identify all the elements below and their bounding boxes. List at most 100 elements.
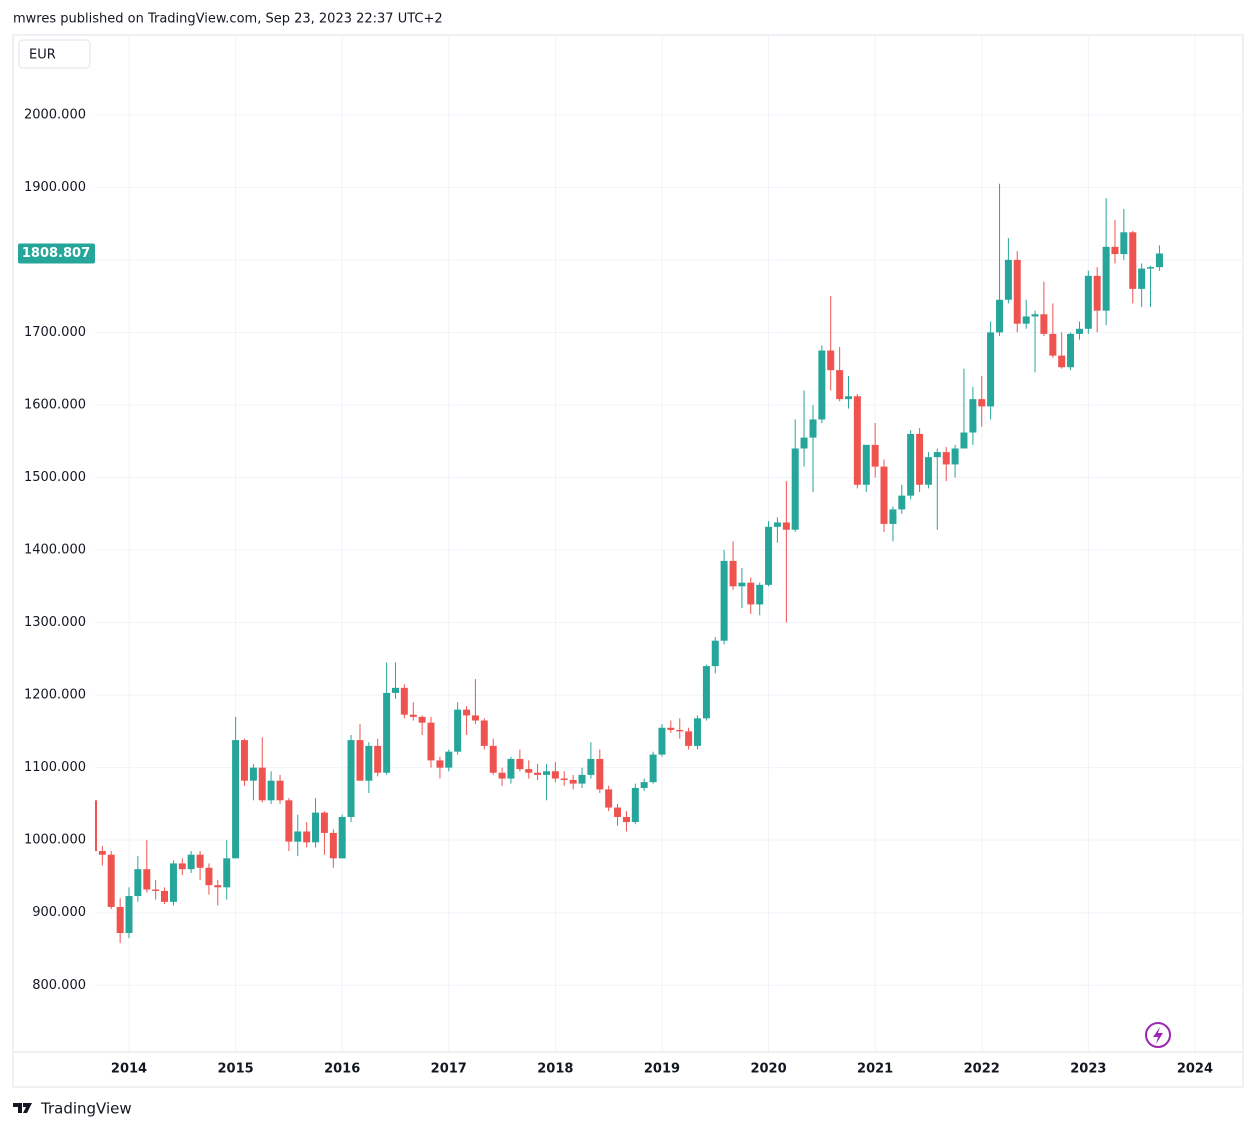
x-tick-label: 2023 — [1070, 1062, 1106, 1077]
candle-body — [853, 396, 861, 485]
candle-body — [409, 714, 417, 717]
candle-body — [1067, 333, 1075, 368]
candle-body — [747, 582, 755, 605]
candle-body — [578, 774, 586, 784]
candle-body — [95, 800, 98, 852]
candle-body — [285, 800, 293, 842]
candle-body — [569, 779, 577, 784]
candle-body — [1129, 232, 1137, 289]
x-tick-label: 2021 — [857, 1062, 893, 1077]
candle-body — [391, 687, 399, 693]
candle-body — [320, 812, 328, 833]
candle-body — [631, 787, 639, 823]
candle-body — [294, 831, 302, 842]
candle-body — [338, 816, 346, 859]
candle-body — [534, 772, 542, 775]
candle-body — [836, 370, 844, 400]
candle-body — [1022, 316, 1030, 324]
candle-body — [551, 771, 559, 779]
candle-body — [454, 709, 462, 752]
candle-body — [240, 740, 248, 781]
candle-body — [685, 731, 693, 746]
x-tick-label: 2020 — [750, 1062, 786, 1077]
candle-body — [702, 666, 710, 719]
candle-body — [516, 758, 524, 770]
candle-body — [276, 780, 284, 801]
candle-body — [898, 495, 906, 510]
candle-body — [267, 780, 275, 801]
x-tick-label: 2022 — [964, 1062, 1000, 1077]
footer: TradingView — [40, 1100, 132, 1118]
candle-body — [445, 751, 453, 768]
candle-body — [649, 754, 657, 783]
candle-body — [525, 769, 533, 773]
candle-body — [400, 687, 408, 715]
axes: 800.000 900.000 1000.000 1100.000 1200.000 13… — [18, 107, 1213, 1077]
candle-body — [658, 727, 666, 755]
candle-body — [471, 715, 479, 721]
candle-body — [329, 832, 337, 859]
candle-body — [924, 457, 932, 485]
candle-body — [480, 720, 488, 746]
replay-icon[interactable] — [1145, 1022, 1171, 1048]
candle-body — [116, 906, 124, 934]
last-price-badge — [18, 243, 95, 264]
grid — [95, 35, 1243, 1052]
candle-body — [107, 854, 115, 907]
candle-body — [960, 432, 968, 449]
candle-body — [889, 509, 897, 524]
candle-body — [862, 444, 870, 485]
candle-body — [187, 854, 195, 870]
candle-body — [596, 758, 604, 790]
x-tick-label: 2019 — [644, 1062, 680, 1077]
candle-body — [827, 350, 835, 371]
candle-body — [125, 896, 133, 934]
candle-body — [303, 831, 311, 843]
y-tick-label: 900.000 — [32, 905, 86, 920]
candle-body — [951, 448, 959, 465]
candle-body — [232, 740, 240, 859]
candle-body — [1049, 333, 1057, 356]
candle-body — [1031, 314, 1039, 317]
y-tick-label: 1100.000 — [24, 760, 86, 775]
x-tick-label: 2014 — [111, 1062, 147, 1077]
candle-body — [818, 350, 826, 420]
x-tick-label: 2024 — [1177, 1062, 1213, 1077]
header: mwres published on TradingView.com, Sep … — [13, 12, 443, 27]
candle-body — [880, 466, 888, 524]
candle-body — [693, 718, 701, 746]
last-price-label: 1808.807 — [22, 246, 90, 261]
candle-body — [196, 854, 204, 868]
candle-body — [614, 807, 622, 817]
candle-body — [1004, 259, 1012, 300]
candle-body — [1146, 267, 1154, 269]
candle-body — [933, 452, 941, 458]
candle-body — [1013, 259, 1021, 324]
candle-body — [756, 584, 764, 605]
candle-body — [418, 716, 426, 723]
candle-body — [205, 867, 213, 886]
y-tick-label: 2000.000 — [24, 107, 86, 122]
candle-body — [942, 452, 950, 465]
candle-body — [507, 758, 515, 779]
candle-body — [560, 778, 568, 780]
candle-body — [152, 889, 160, 891]
candle-body — [916, 433, 924, 485]
candle-body — [800, 437, 808, 449]
y-tick-label: 800.000 — [32, 978, 86, 993]
candle-body — [1093, 275, 1101, 311]
candle-body — [845, 396, 853, 400]
candle-body — [427, 722, 435, 761]
x-tick-label: 2016 — [324, 1062, 360, 1077]
candle-body — [587, 758, 595, 775]
candle-body — [365, 745, 373, 781]
candle-body — [667, 727, 675, 730]
candle-body — [782, 522, 790, 530]
candle-body — [498, 772, 506, 779]
y-tick-label: 1000.000 — [24, 833, 86, 848]
candle-body — [1058, 355, 1066, 368]
candle-body — [223, 858, 231, 888]
candle-body — [978, 399, 986, 407]
candle-body — [1155, 253, 1163, 268]
